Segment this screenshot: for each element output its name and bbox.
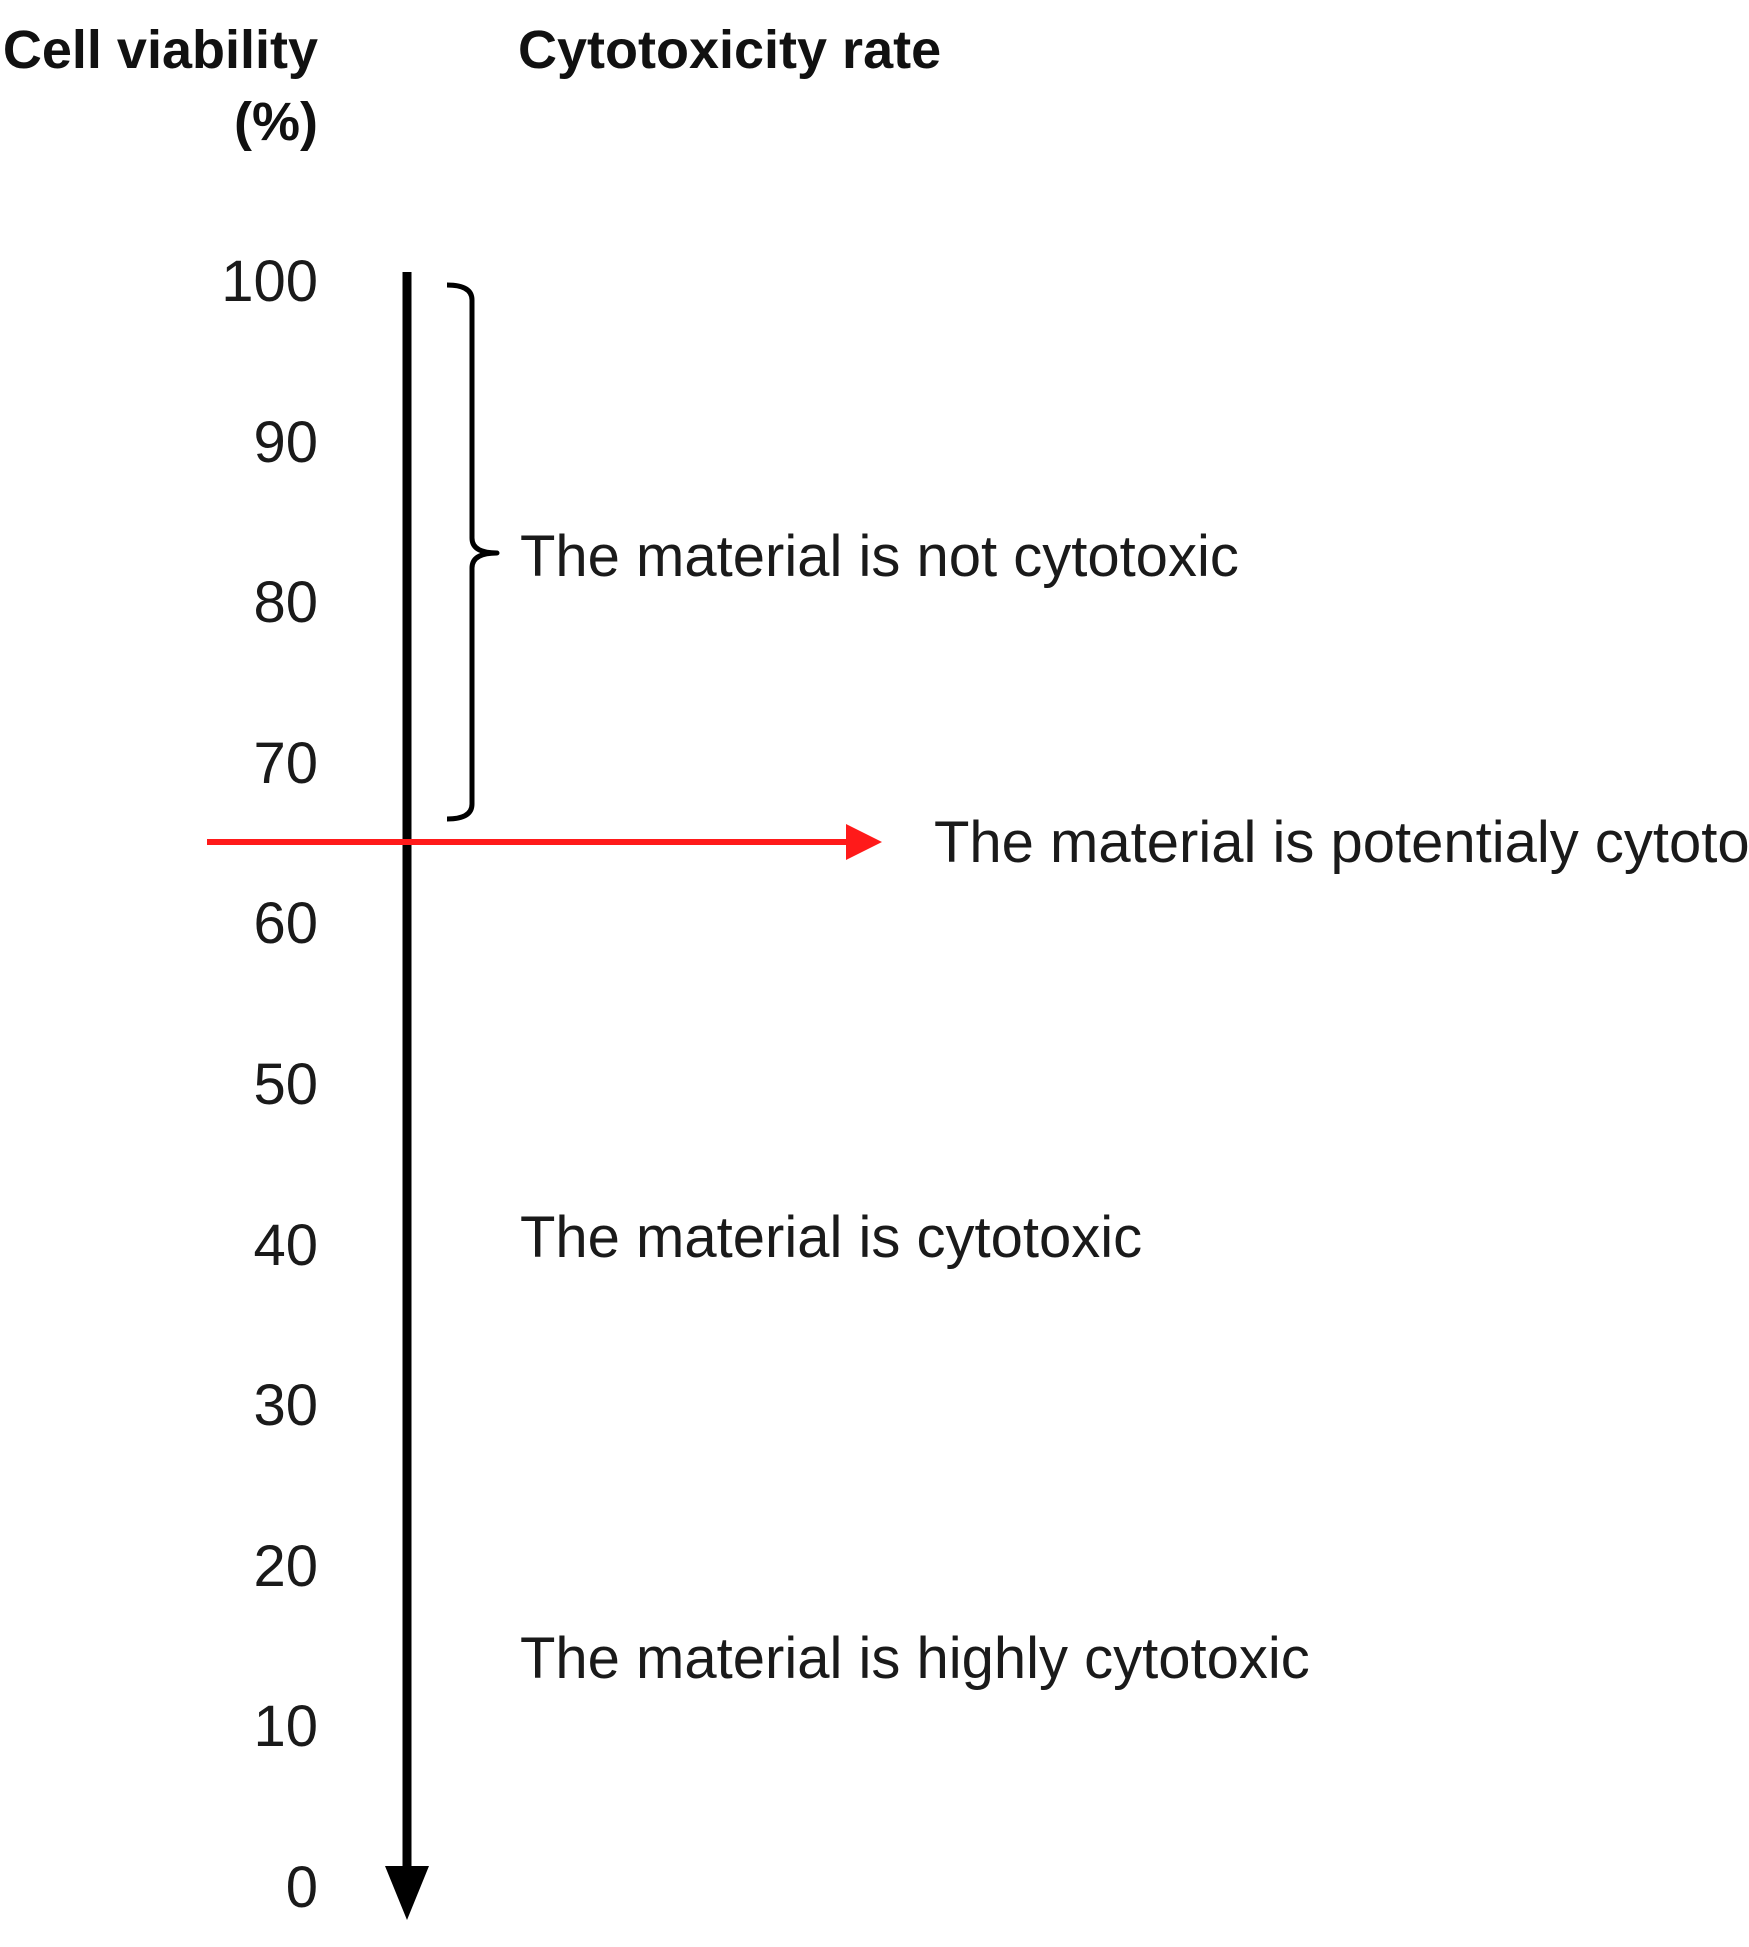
threshold-label: The material is potentialy cytotoxic — [934, 810, 1749, 875]
tick-label-60: 60 — [253, 891, 318, 956]
not-cytotoxic-label: The material is not cytotoxic — [520, 524, 1239, 589]
cytotoxicity-rate-header: Cytotoxicity rate — [518, 20, 941, 80]
tick-labels: 100 90 80 70 60 50 40 30 20 10 0 — [221, 249, 318, 1920]
tick-label-0: 0 — [286, 1855, 318, 1920]
tick-label-10: 10 — [253, 1694, 318, 1759]
tick-label-70: 70 — [253, 731, 318, 796]
threshold-arrowhead — [846, 824, 882, 860]
not-cytotoxic-bracket — [446, 282, 500, 822]
viability-header-line2: (%) — [234, 92, 318, 152]
tick-label-40: 40 — [253, 1213, 318, 1278]
tick-label-100: 100 — [221, 249, 318, 314]
highly-cytotoxic-label: The material is highly cytotoxic — [520, 1626, 1310, 1691]
viability-axis-arrowhead — [385, 1866, 429, 1920]
tick-label-50: 50 — [253, 1052, 318, 1117]
tick-label-30: 30 — [253, 1373, 318, 1438]
tick-label-90: 90 — [253, 410, 318, 475]
viability-header-line1: Cell viability — [3, 20, 318, 80]
tick-label-80: 80 — [253, 570, 318, 635]
cytotoxic-label: The material is cytotoxic — [520, 1205, 1142, 1270]
tick-label-20: 20 — [253, 1534, 318, 1599]
